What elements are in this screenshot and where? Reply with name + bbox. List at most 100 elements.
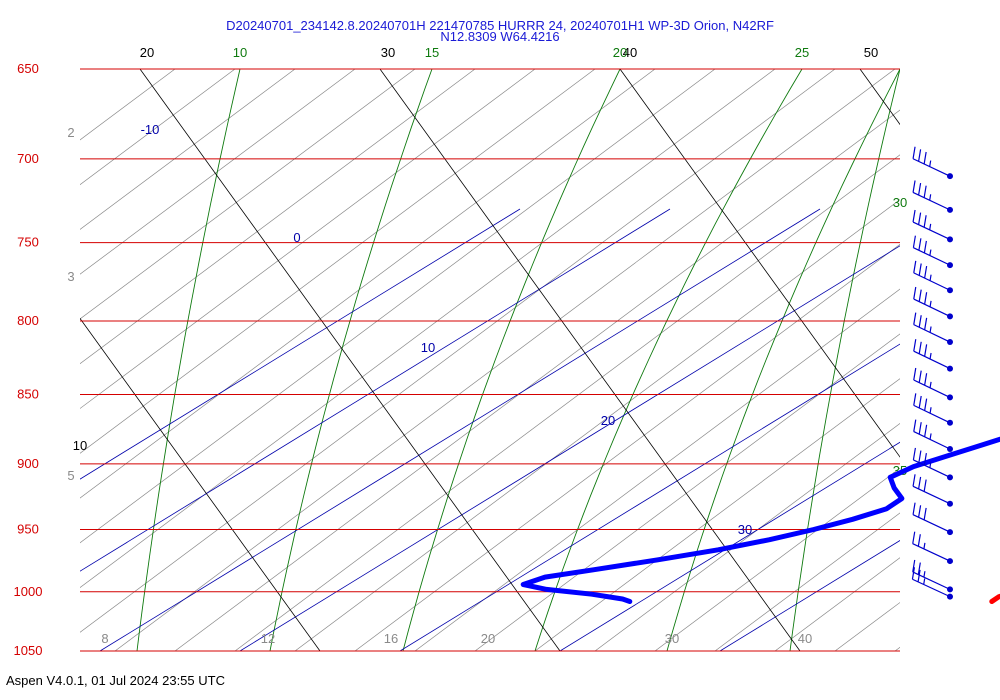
moist-adiabat-label: 25 — [795, 45, 809, 60]
mixing-ratio-label: 0 — [293, 230, 300, 245]
wind-barb-staff — [913, 459, 951, 478]
dry-adiabat-line — [955, 69, 1000, 651]
wind-barb-flag — [912, 559, 916, 573]
wind-barb-staff — [912, 543, 951, 562]
dry-adiabats — [80, 69, 1000, 651]
wind-barb-flag — [918, 395, 922, 409]
mixing-ratio-label: 30 — [738, 522, 752, 537]
isotherm-line — [80, 650, 81, 651]
wind-barb-half-flag — [929, 407, 932, 414]
profile-traces — [520, 436, 1000, 604]
wind-barb-flag — [924, 292, 928, 305]
wind-barb — [913, 286, 953, 320]
wind-barb-flag — [913, 419, 917, 432]
wind-barb-flag — [911, 567, 916, 580]
dry-adiabat-line — [80, 69, 236, 186]
wind-barb-flag — [912, 146, 916, 159]
wind-barb-flag — [918, 263, 922, 276]
isotherm-line — [619, 69, 900, 458]
mixing-ratio-line — [239, 245, 900, 651]
wind-barb-flag — [923, 507, 927, 521]
pressure-label: 800 — [17, 313, 39, 328]
bottom-axis-label: 8 — [101, 631, 108, 646]
wind-barb-flag — [918, 212, 922, 225]
wind-barb — [912, 502, 953, 536]
isotherm-line — [80, 317, 321, 651]
isotherm-label: 10 — [73, 438, 87, 453]
wind-barb — [912, 447, 953, 481]
mixing-ratio-lines — [80, 208, 900, 651]
mixing-ratio-line — [80, 208, 521, 480]
wind-barb-half-flag — [929, 274, 932, 281]
dry-adiabat-line — [80, 69, 776, 589]
wind-barb — [912, 531, 953, 565]
dry-adiabat-line — [174, 109, 900, 651]
isotherm-label: 30 — [381, 45, 395, 60]
wind-barb-half-flag — [929, 160, 932, 167]
wind-barb-staff — [913, 324, 951, 343]
dry-adiabat-line — [80, 69, 296, 230]
mixing-ratio-line — [399, 343, 900, 651]
wind-barb-staff — [913, 431, 951, 450]
wind-barb-flag — [924, 398, 928, 411]
wind-barb-flag — [918, 341, 922, 354]
pressure-label: 950 — [17, 522, 39, 537]
dry-adiabat-line — [80, 69, 536, 409]
dry-adiabat-line — [114, 69, 896, 651]
wind-barb-staff — [913, 404, 951, 424]
wind-barb-flag — [912, 447, 916, 461]
wind-barb-flag — [912, 474, 916, 487]
pressure-label: 750 — [17, 235, 39, 250]
pressure-label: 850 — [17, 387, 39, 402]
bottom-axis-label: 40 — [798, 631, 812, 646]
wind-barb — [913, 312, 953, 346]
wind-barb-flag — [924, 424, 928, 437]
mixing-ratio-line — [719, 540, 900, 651]
mixing-ratio-line — [99, 208, 821, 651]
wind-barb-flag — [912, 180, 916, 193]
mixing-ratio-line — [559, 441, 900, 651]
wind-barb-flag — [924, 344, 928, 357]
dry-adiabat-line — [534, 378, 900, 651]
moist-adiabat-line — [136, 69, 241, 651]
wind-barb — [913, 260, 953, 294]
dry-adiabat-line — [80, 69, 416, 320]
pressure-label: 700 — [17, 151, 39, 166]
wind-barb-half-flag — [929, 223, 932, 230]
wind-barb-half-flag — [929, 381, 932, 388]
isotherms — [80, 69, 900, 651]
wind-barb — [912, 180, 953, 213]
dry-adiabat-line — [80, 69, 356, 275]
wind-barb-flag — [913, 286, 917, 300]
wind-barb-flag — [917, 569, 921, 582]
wind-barb-flag — [923, 151, 927, 165]
wind-barb-flag — [918, 370, 922, 383]
wind-barb-flag — [924, 265, 928, 279]
wind-barb — [913, 339, 953, 372]
wind-barb-flag — [913, 312, 917, 325]
dry-adiabat-label: 3 — [67, 269, 74, 284]
wind-barb-flag — [913, 393, 917, 406]
pressure-label: 1050 — [14, 643, 43, 658]
wind-barb-staff — [912, 191, 951, 211]
wind-barb-staff — [913, 350, 951, 370]
dry-adiabat-line — [774, 557, 900, 651]
dry-adiabat-label: 5 — [67, 468, 74, 483]
wind-barb-staff — [912, 514, 951, 533]
wind-barb-staff — [913, 247, 951, 266]
pressure-label: 1000 — [14, 584, 43, 599]
wind-barb — [912, 209, 953, 243]
chart-subtitle: N12.8309 W64.4216 — [440, 29, 560, 44]
dry-adiabat-line — [654, 467, 900, 651]
footer-text: Aspen V4.0.1, 01 Jul 2024 23:55 UTC — [6, 673, 225, 688]
isotherm-label: 40 — [623, 45, 637, 60]
wind-barb-flag — [913, 339, 917, 352]
bottom-axis-label: 20 — [481, 631, 495, 646]
pressure-label: 650 — [17, 61, 39, 76]
wind-barb-staff — [912, 485, 951, 505]
isobars — [80, 68, 900, 652]
moist-adiabat-label: 30 — [893, 195, 907, 210]
wind-barbs — [911, 146, 953, 600]
